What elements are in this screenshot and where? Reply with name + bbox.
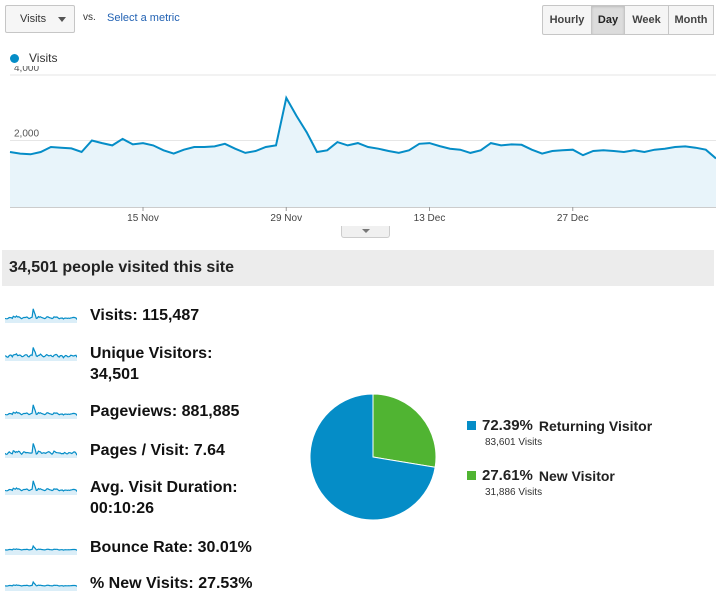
sparkline-area xyxy=(5,582,77,591)
metric-avg-visit-duration[interactable]: Avg. Visit Duration: 00:10:26 xyxy=(5,477,238,519)
sparkline-line xyxy=(5,443,77,456)
metric-pages-per-visit-label: Pages / Visit: 7.64 xyxy=(90,442,225,459)
summary-title: 34,501 people visited this site xyxy=(2,250,714,286)
metric-new-visits[interactable]: % New Visits: 27.53% xyxy=(5,573,252,594)
returning-swatch xyxy=(467,421,476,430)
sparkline-area xyxy=(5,404,77,419)
visits-area xyxy=(10,97,716,207)
new-percent: 27.61% xyxy=(482,467,533,484)
visits-sparkline xyxy=(5,308,77,323)
sparkline-area xyxy=(5,480,77,495)
metric-avg-visit-duration-label: Avg. Visit Duration: xyxy=(90,479,238,496)
metric-bounce-rate-label: Bounce Rate: 30.01% xyxy=(90,539,252,556)
new-label: New Visitor xyxy=(538,467,615,484)
metric-dropdown-label: Visits xyxy=(20,13,47,25)
select-metric-link[interactable]: Select a metric xyxy=(107,12,180,24)
unique-visitors-sparkline xyxy=(5,347,77,361)
metric-unique-visitors[interactable]: Unique Visitors: 34,501 xyxy=(5,343,212,385)
returning-percent: 72.39% xyxy=(482,417,533,434)
sparkline-line xyxy=(5,544,77,551)
chevron-down-icon xyxy=(362,229,370,233)
metric-pages-per-visit[interactable]: Pages / Visit: 7.64 xyxy=(5,440,225,461)
y-tick-label: 4,000 xyxy=(14,66,39,74)
avg-visit-duration-sparkline xyxy=(5,480,77,495)
legend-visits: Visits xyxy=(29,51,58,65)
metric-pageviews[interactable]: Pageviews: 881,885 xyxy=(5,401,239,422)
x-tick-label: 27 Dec xyxy=(557,213,589,224)
metric-pageviews-label: Pageviews: 881,885 xyxy=(90,403,240,420)
new-visits-count: 31,886 Visits xyxy=(485,487,543,498)
visits-line xyxy=(9,95,716,160)
new-swatch xyxy=(467,471,476,480)
day-button[interactable]: Day xyxy=(591,5,625,35)
metric-unique-visitors-label: Unique Visitors: xyxy=(90,345,213,362)
pages-per-visit-sparkline xyxy=(5,443,77,458)
metric-bounce-rate[interactable]: Bounce Rate: 30.01% xyxy=(5,537,252,558)
new-visits-sparkline xyxy=(5,580,77,591)
sparkline-line xyxy=(5,347,77,359)
month-button-label: Month xyxy=(674,14,708,26)
pie-legend-new: 27.61% New Visitor 31,886 Visits xyxy=(467,467,615,498)
series-dot-icon xyxy=(10,53,19,63)
metric-avg-visit-duration-value: 00:10:26 xyxy=(90,500,155,517)
sparkline-line xyxy=(5,404,77,416)
collapse-chart-toggle[interactable] xyxy=(341,226,390,238)
visits-line-chart: 4,000 2,000 15 Nov 29 Nov 13 Dec 27 Dec xyxy=(9,66,716,224)
summary-title-text: 34,501 people visited this site xyxy=(9,259,234,276)
metric-visits-label: Visits: 115,487 xyxy=(90,307,200,324)
returning-label: Returning Visitor xyxy=(538,417,653,434)
sparkline-line xyxy=(5,580,77,587)
pie-legend-returning: 72.39% Returning Visitor 83,601 Visits xyxy=(467,417,652,448)
sparkline-area xyxy=(5,308,77,323)
hourly-button[interactable]: Hourly xyxy=(542,5,592,35)
chevron-down-icon xyxy=(58,17,66,22)
returning-visits-count: 83,601 Visits xyxy=(485,437,543,448)
metric-visits[interactable]: Visits: 115,487 xyxy=(5,305,199,326)
y-tick-label: 2,000 xyxy=(14,128,39,139)
sparkline-line xyxy=(5,308,77,320)
hourly-button-label: Hourly xyxy=(549,14,585,26)
metric-new-visits-label: % New Visits: 27.53% xyxy=(90,575,253,592)
pie-slice-new xyxy=(372,393,437,468)
visitor-type-pie-chart xyxy=(309,393,437,521)
sparkline-area xyxy=(5,546,77,555)
granularity-buttons: Hourly Day Week Month xyxy=(542,5,714,35)
bounce-rate-sparkline xyxy=(5,544,77,555)
pageviews-sparkline xyxy=(5,404,77,419)
day-button-label: Day xyxy=(597,14,619,26)
sparkline-area xyxy=(5,443,77,458)
sparkline-area xyxy=(5,347,77,361)
chart-legend: Visits xyxy=(10,51,57,65)
metric-unique-visitors-value: 34,501 xyxy=(90,366,139,383)
x-tick-label: 13 Dec xyxy=(414,213,446,224)
week-button-label: Week xyxy=(632,14,661,26)
metric-dropdown[interactable]: Visits xyxy=(5,5,75,33)
month-button[interactable]: Month xyxy=(668,5,714,35)
week-button[interactable]: Week xyxy=(624,5,669,35)
sparkline-line xyxy=(5,480,77,492)
pie-slice-returning xyxy=(309,393,436,521)
vs-label: vs. xyxy=(83,12,96,23)
x-tick-label: 29 Nov xyxy=(270,213,302,224)
x-tick-label: 15 Nov xyxy=(127,213,159,224)
